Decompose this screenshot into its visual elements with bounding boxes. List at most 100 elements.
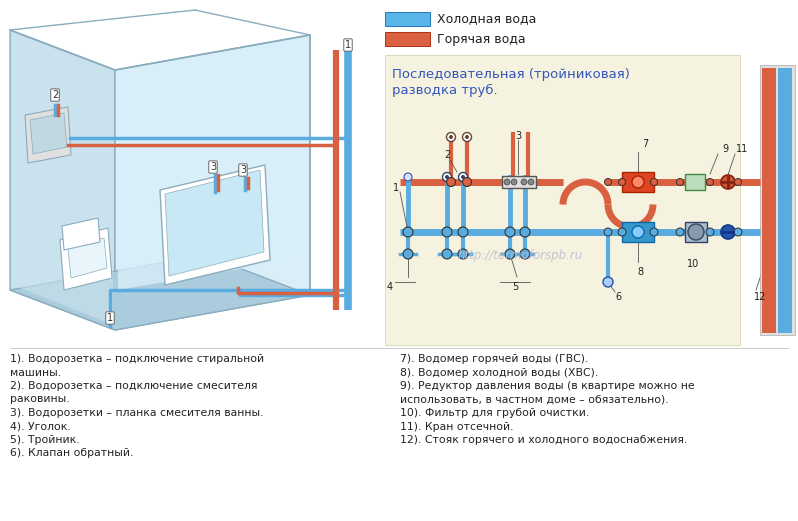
Text: Холодная вода: Холодная вода bbox=[437, 13, 536, 26]
Text: 8: 8 bbox=[637, 267, 643, 277]
Circle shape bbox=[403, 227, 413, 237]
Polygon shape bbox=[62, 218, 100, 250]
Circle shape bbox=[447, 132, 456, 142]
Bar bbox=[385, 32, 430, 46]
Circle shape bbox=[463, 178, 472, 187]
Text: 7). Водомер горячей воды (ГВС).: 7). Водомер горячей воды (ГВС). bbox=[400, 354, 588, 364]
Text: 3: 3 bbox=[240, 165, 246, 175]
Circle shape bbox=[706, 228, 714, 236]
Text: 9: 9 bbox=[722, 144, 728, 154]
Polygon shape bbox=[60, 228, 112, 290]
Text: Горячая вода: Горячая вода bbox=[437, 32, 526, 45]
Text: 8). Водомер холодной воды (ХВС).: 8). Водомер холодной воды (ХВС). bbox=[400, 367, 598, 378]
Text: машины.: машины. bbox=[10, 367, 61, 378]
Circle shape bbox=[523, 178, 532, 187]
Circle shape bbox=[449, 135, 453, 139]
Text: 7: 7 bbox=[642, 139, 648, 149]
Text: 2). Водорозетка – подключение смесителя: 2). Водорозетка – подключение смесителя bbox=[10, 381, 258, 391]
Text: использовать, в частном доме – обязательно).: использовать, в частном доме – обязатель… bbox=[400, 394, 669, 404]
Circle shape bbox=[447, 178, 456, 187]
Text: 6). Клапан обратный.: 6). Клапан обратный. bbox=[10, 449, 133, 458]
Text: Последовательная (тройниковая): Последовательная (тройниковая) bbox=[392, 68, 630, 81]
Circle shape bbox=[461, 175, 465, 179]
Text: 1: 1 bbox=[107, 313, 113, 323]
Text: раковины.: раковины. bbox=[10, 394, 69, 404]
Polygon shape bbox=[115, 35, 310, 330]
Circle shape bbox=[442, 249, 452, 259]
Text: 2: 2 bbox=[52, 90, 58, 100]
Circle shape bbox=[504, 179, 510, 185]
Text: 6: 6 bbox=[615, 292, 621, 302]
Polygon shape bbox=[10, 30, 115, 330]
Circle shape bbox=[443, 172, 452, 181]
Text: 12: 12 bbox=[754, 292, 766, 302]
Circle shape bbox=[505, 227, 515, 237]
Text: 11: 11 bbox=[736, 144, 749, 154]
Polygon shape bbox=[10, 255, 310, 330]
Circle shape bbox=[688, 224, 704, 240]
Bar bbox=[778, 68, 792, 333]
Circle shape bbox=[528, 179, 534, 185]
Bar bbox=[385, 12, 430, 26]
Polygon shape bbox=[118, 38, 305, 290]
Circle shape bbox=[520, 249, 530, 259]
Text: 10). Фильтр для грубой очистки.: 10). Фильтр для грубой очистки. bbox=[400, 408, 589, 418]
Polygon shape bbox=[165, 170, 264, 276]
Polygon shape bbox=[25, 107, 71, 163]
Circle shape bbox=[463, 132, 472, 142]
Bar bbox=[685, 222, 707, 242]
Bar bbox=[622, 172, 654, 192]
Circle shape bbox=[677, 179, 684, 185]
Circle shape bbox=[632, 226, 644, 238]
Circle shape bbox=[734, 228, 742, 236]
Text: 1). Водорозетка – подключение стиральной: 1). Водорозетка – подключение стиральной bbox=[10, 354, 264, 364]
Circle shape bbox=[508, 178, 517, 187]
Circle shape bbox=[511, 179, 517, 185]
Circle shape bbox=[632, 176, 644, 188]
Bar bbox=[762, 68, 776, 333]
Text: http://termoforspb.ru: http://termoforspb.ru bbox=[457, 249, 583, 262]
Circle shape bbox=[459, 172, 468, 181]
Text: 3: 3 bbox=[210, 162, 216, 172]
Bar bbox=[622, 222, 654, 242]
Text: 5: 5 bbox=[512, 282, 518, 292]
Text: 4: 4 bbox=[387, 282, 393, 292]
Circle shape bbox=[404, 173, 412, 181]
Circle shape bbox=[618, 179, 626, 185]
Text: 1: 1 bbox=[393, 183, 399, 193]
Circle shape bbox=[505, 249, 515, 259]
Circle shape bbox=[721, 175, 735, 189]
Circle shape bbox=[604, 228, 612, 236]
Circle shape bbox=[603, 277, 613, 287]
Text: 1: 1 bbox=[345, 40, 351, 50]
Bar bbox=[385, 55, 740, 345]
Text: 11). Кран отсечной.: 11). Кран отсечной. bbox=[400, 421, 513, 431]
Text: 2: 2 bbox=[444, 150, 450, 160]
Circle shape bbox=[442, 227, 452, 237]
Circle shape bbox=[650, 228, 658, 236]
Text: 10: 10 bbox=[687, 259, 699, 269]
Circle shape bbox=[605, 179, 611, 185]
Circle shape bbox=[520, 227, 530, 237]
Circle shape bbox=[650, 179, 658, 185]
Polygon shape bbox=[160, 165, 270, 285]
Circle shape bbox=[676, 228, 684, 236]
Circle shape bbox=[618, 228, 626, 236]
Text: 3). Водорозетки – планка смесителя ванны.: 3). Водорозетки – планка смесителя ванны… bbox=[10, 408, 263, 418]
Circle shape bbox=[465, 135, 469, 139]
Circle shape bbox=[403, 249, 413, 259]
Bar bbox=[685, 174, 705, 190]
Polygon shape bbox=[13, 33, 113, 325]
Circle shape bbox=[706, 179, 713, 185]
Circle shape bbox=[521, 179, 527, 185]
Text: 3: 3 bbox=[515, 131, 521, 141]
Text: 12). Стояк горячего и холодного водоснабжения.: 12). Стояк горячего и холодного водоснаб… bbox=[400, 435, 687, 445]
Polygon shape bbox=[30, 113, 67, 154]
Circle shape bbox=[445, 175, 449, 179]
Bar bbox=[760, 65, 795, 335]
Circle shape bbox=[458, 227, 468, 237]
Text: разводка труб.: разводка труб. bbox=[392, 84, 498, 97]
Polygon shape bbox=[68, 238, 107, 278]
Bar bbox=[502, 176, 536, 188]
Circle shape bbox=[734, 179, 741, 185]
